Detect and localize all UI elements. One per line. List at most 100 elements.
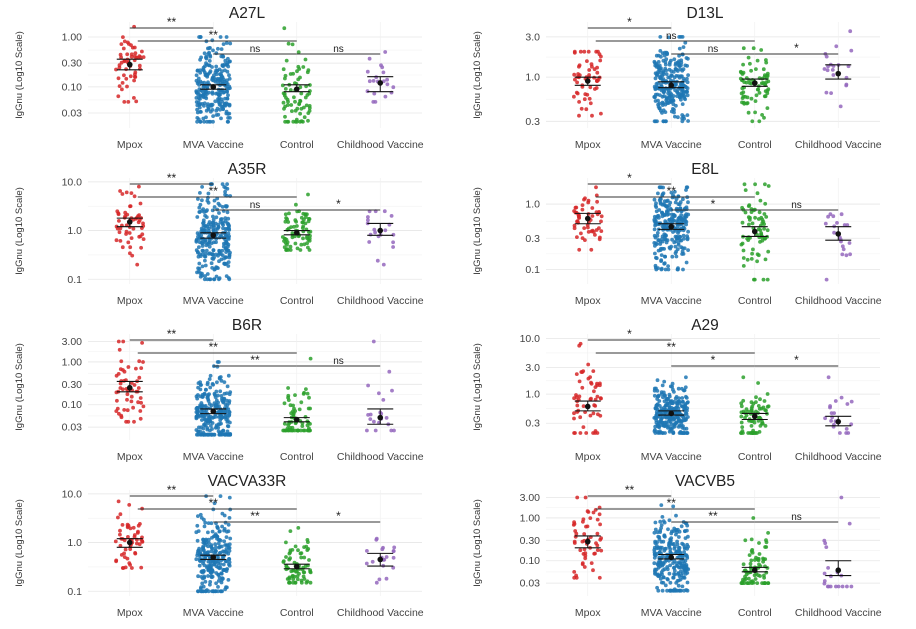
data-point [213, 542, 218, 546]
data-point [299, 242, 304, 247]
data-point [749, 558, 754, 563]
data-point [658, 35, 663, 39]
data-point [125, 392, 130, 397]
x-tick-label: Childhood Vaccine [337, 451, 424, 463]
data-point [676, 425, 681, 429]
data-point [749, 210, 754, 215]
y-axis-label: IgGnu (Log10 Scale) [472, 187, 483, 275]
data-point [226, 56, 230, 61]
data-point [116, 94, 121, 99]
data-point [675, 542, 680, 547]
data-point [749, 96, 754, 101]
data-point [588, 413, 593, 418]
data-point [655, 231, 660, 235]
data-point [305, 93, 310, 97]
data-point [301, 211, 306, 216]
data-point [672, 214, 677, 219]
y-tick-label: 1.00 [62, 356, 83, 368]
data-point [682, 236, 686, 241]
data-point [660, 515, 665, 519]
data-point [756, 381, 760, 385]
data-point [225, 429, 230, 434]
data-point [384, 555, 389, 559]
data-point [755, 191, 760, 196]
data-point [391, 555, 396, 560]
data-point [661, 562, 666, 566]
significance-label: ** [625, 483, 635, 497]
data-point [204, 56, 209, 61]
data-point [588, 101, 593, 106]
data-point [214, 274, 219, 279]
data-point [664, 57, 669, 62]
data-point [296, 50, 301, 54]
data-point [667, 94, 672, 98]
data-point [750, 579, 755, 584]
data-point [764, 58, 768, 62]
data-point [283, 241, 288, 245]
data-point [382, 557, 387, 562]
x-tick-label: Childhood Vaccine [795, 295, 882, 307]
mean-marker [126, 384, 133, 391]
data-point [302, 545, 306, 549]
data-point [201, 85, 206, 90]
data-point [206, 399, 211, 403]
data-point [298, 99, 303, 103]
data-point [583, 495, 588, 500]
data-point [228, 536, 233, 541]
data-point [755, 259, 759, 264]
data-point [572, 226, 577, 231]
data-point [225, 182, 230, 187]
data-point [227, 412, 232, 417]
data-point [214, 425, 219, 429]
data-point [582, 97, 587, 102]
data-point [220, 182, 225, 187]
data-point [686, 119, 690, 123]
data-point [763, 94, 768, 99]
data-point [211, 48, 215, 53]
mean-marker [835, 567, 842, 574]
data-point [387, 369, 392, 374]
x-tick-label: Control [280, 451, 314, 463]
data-point [572, 50, 577, 55]
data-point [201, 220, 206, 225]
data-point [126, 535, 130, 539]
data-point [383, 50, 388, 54]
data-point [594, 228, 599, 232]
data-point [677, 535, 681, 539]
data-point [586, 230, 591, 234]
data-point [283, 212, 288, 217]
data-point [579, 106, 584, 111]
data-point [223, 520, 228, 525]
data-point [292, 95, 296, 100]
data-point [596, 412, 600, 417]
data-point [686, 73, 690, 77]
data-point [677, 560, 682, 565]
x-tick-label: MVA Vaccine [641, 139, 702, 151]
data-point [582, 532, 587, 536]
data-point [206, 589, 211, 594]
mean-marker [584, 78, 591, 84]
data-point [282, 421, 287, 426]
data-point [304, 580, 309, 585]
data-point [373, 428, 378, 433]
data-point [213, 548, 218, 553]
data-point [580, 203, 585, 208]
x-tick-label: MVA Vaccine [183, 607, 244, 619]
data-point [135, 262, 140, 267]
significance-label: ** [667, 184, 677, 198]
x-tick-label: Control [738, 607, 772, 619]
data-point [368, 417, 373, 421]
data-point [598, 383, 602, 388]
data-point [117, 347, 122, 352]
data-point [668, 563, 672, 568]
data-point [841, 247, 846, 252]
data-point [822, 538, 827, 543]
data-point [577, 215, 581, 219]
data-point [660, 415, 665, 420]
data-point [586, 362, 591, 367]
data-point [765, 89, 770, 93]
data-point [114, 559, 118, 564]
data-point [206, 432, 211, 437]
data-point [671, 431, 676, 435]
data-point [745, 257, 750, 262]
